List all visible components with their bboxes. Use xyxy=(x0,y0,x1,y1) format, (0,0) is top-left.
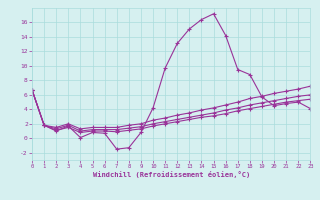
X-axis label: Windchill (Refroidissement éolien,°C): Windchill (Refroidissement éolien,°C) xyxy=(92,171,250,178)
